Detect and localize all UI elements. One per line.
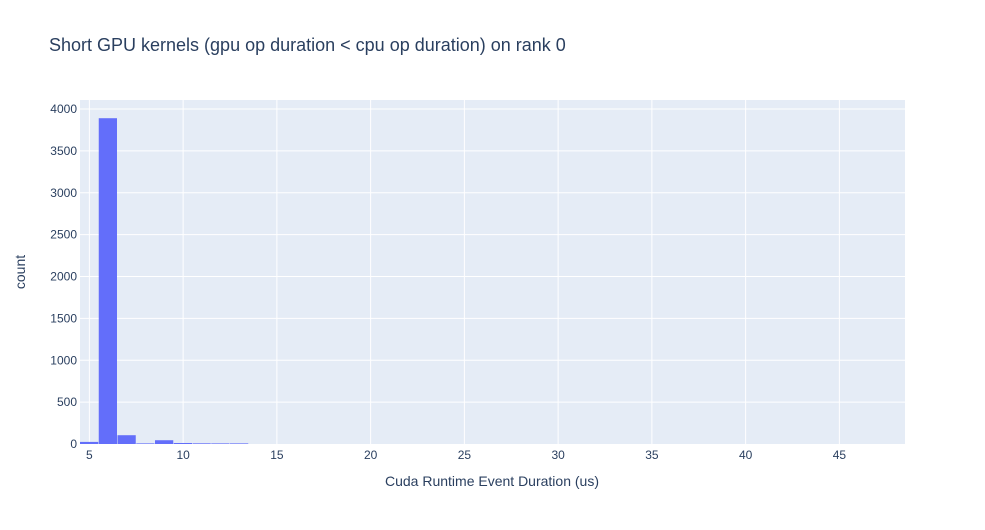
y-tick-label: 3500 [50,144,77,158]
histogram-bar[interactable] [136,443,155,444]
histogram-bar[interactable] [230,443,249,444]
y-tick-label: 0 [70,437,77,451]
x-tick-label: 40 [739,448,753,462]
histogram-bars [80,118,249,445]
chart-title: Short GPU kernels (gpu op duration < cpu… [49,35,566,55]
y-tick-label: 3000 [50,186,77,200]
y-tick-label: 4000 [50,102,77,116]
histogram-bar[interactable] [98,118,117,445]
x-axis-ticks: 5 10 15 20 25 30 35 40 45 [86,448,846,462]
y-tick-label: 500 [57,395,77,409]
x-tick-label: 15 [270,448,284,462]
histogram-bar[interactable] [117,435,136,444]
x-tick-label: 45 [833,448,847,462]
x-tick-label: 30 [551,448,565,462]
histogram-bar[interactable] [211,443,230,444]
y-axis-ticks: 0 500 1000 1500 2000 2500 3000 3500 4000 [50,102,77,451]
histogram-bar[interactable] [173,442,192,444]
x-tick-label: 10 [176,448,190,462]
x-axis-label: Cuda Runtime Event Duration (us) [385,473,599,489]
y-tick-label: 1000 [50,353,77,367]
x-tick-label: 25 [458,448,472,462]
histogram-bar[interactable] [155,440,174,444]
y-tick-label: 2500 [50,228,77,242]
x-tick-label: 5 [86,448,93,462]
x-tick-label: 20 [364,448,378,462]
histogram-bar[interactable] [192,443,211,444]
histogram-bar[interactable] [80,441,99,444]
x-tick-label: 35 [645,448,659,462]
y-tick-label: 2000 [50,270,77,284]
plot-area [80,100,905,444]
grid-lines [80,100,905,444]
y-tick-label: 1500 [50,311,77,325]
y-axis-label: count [12,255,28,289]
